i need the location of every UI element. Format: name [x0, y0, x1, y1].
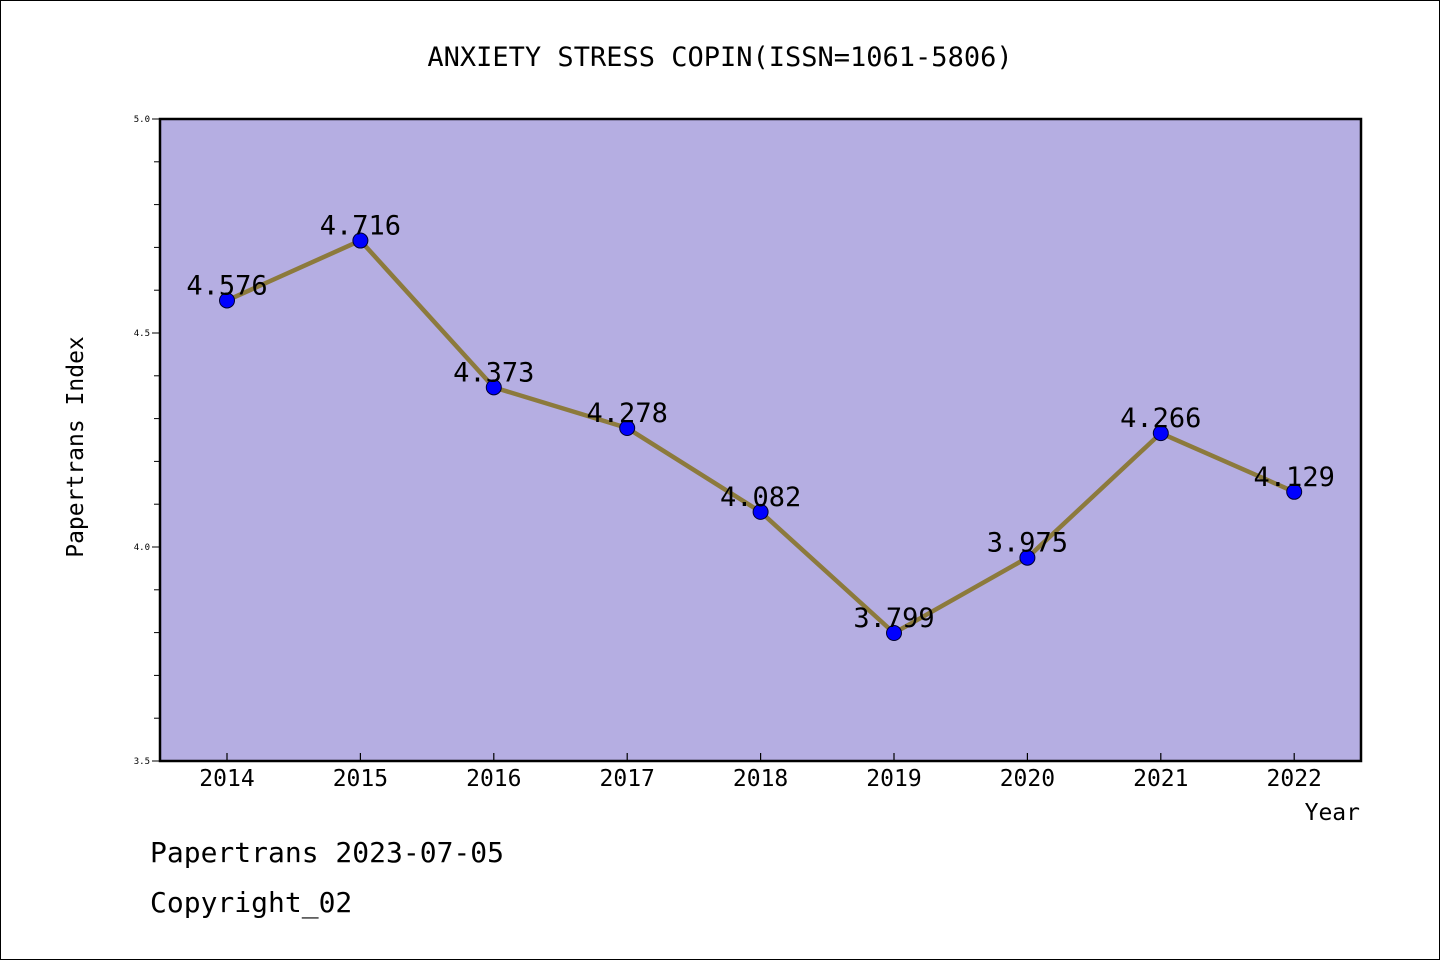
data-point — [352, 232, 369, 249]
data-point — [886, 625, 902, 642]
data-label: 4.576 — [186, 270, 267, 301]
x-tick-label: 2022 — [1267, 766, 1322, 792]
x-tick-label: 2014 — [199, 766, 254, 792]
y-tick-label: 4.5 — [134, 329, 150, 339]
data-point — [485, 379, 502, 396]
y-axis: 3.5 4.0 4.5 5.0 — [134, 115, 160, 767]
data-label: 4.129 — [1254, 462, 1335, 493]
data-label: 4.278 — [587, 398, 668, 429]
x-tick-label: 2017 — [600, 766, 655, 792]
data-label: 3.975 — [987, 528, 1068, 559]
data-label: 4.266 — [1120, 403, 1201, 434]
x-tick-label: 2018 — [733, 766, 788, 792]
data-point — [1019, 549, 1036, 566]
series-line-group: 4.576 4.716 4.373 4.278 4.082 3.799 3.975 4.266… — [186, 211, 1335, 642]
x-tick-label: 2021 — [1133, 766, 1188, 792]
footer-copyright-text: Copyright_02 — [150, 886, 353, 919]
data-point — [1152, 425, 1169, 442]
x-tick-label: 2020 — [1000, 766, 1055, 792]
data-label: 4.373 — [453, 357, 534, 388]
x-tick-label: 2015 — [333, 766, 388, 792]
y-tick-label: 3.5 — [134, 757, 150, 767]
data-point — [619, 420, 636, 437]
y-tick-label: 4.0 — [134, 543, 150, 553]
data-label: 4.082 — [720, 482, 801, 513]
chart-title: ANXIETY STRESS COPIN(ISSN=1061-5806) — [427, 42, 1012, 73]
x-axis-label: Year — [1305, 800, 1360, 826]
data-point — [752, 503, 769, 520]
footer-date-text: Papertrans 2023-07-05 — [150, 836, 505, 869]
data-point — [219, 292, 235, 309]
y-axis-label: Papertrans Index — [63, 336, 89, 558]
x-tick-label: 2016 — [466, 766, 521, 792]
x-axis: 2014 2015 2016 2017 2018 2019 2020 2021 2022 — [199, 753, 1322, 792]
y-tick-label: 5.0 — [134, 115, 150, 125]
x-tick-label: 2019 — [866, 766, 921, 792]
data-label: 4.716 — [320, 211, 401, 242]
data-label: 3.799 — [853, 603, 934, 634]
data-point — [1286, 483, 1303, 500]
